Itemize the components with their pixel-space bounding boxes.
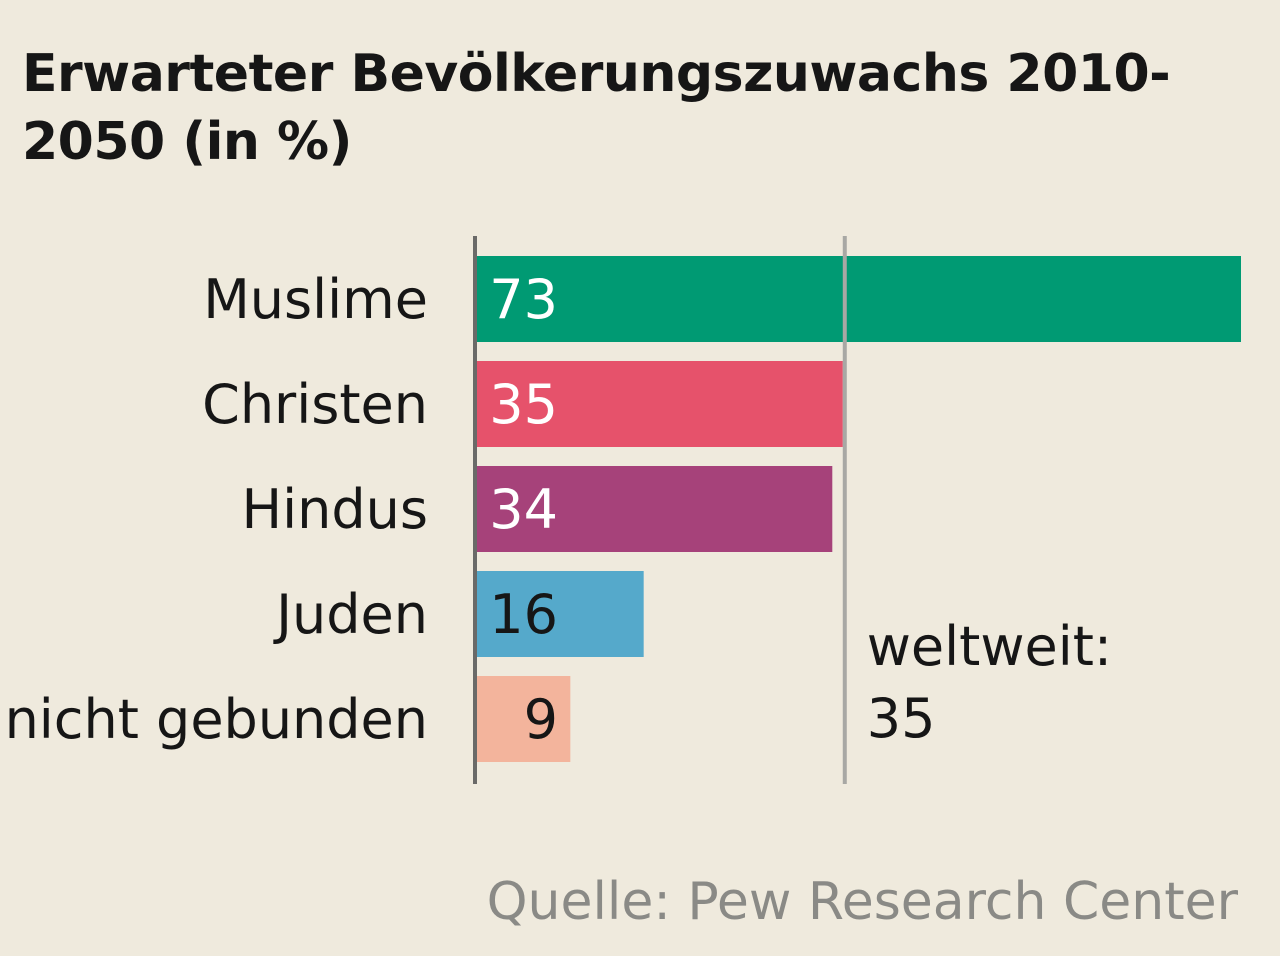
bar-4 [476,571,644,657]
reference-label: weltweit: [867,615,1112,678]
bar-2 [476,361,843,447]
category-label-3: Hindus [242,478,428,541]
category-label-4: Juden [273,583,428,646]
reference-value: 35 [867,687,936,750]
bar-value-label-1: 73 [489,268,558,331]
category-label-1: Muslime [203,268,428,331]
source-note: Quelle: Pew Research Center [486,872,1238,932]
category-label-5: nicht gebunden [5,688,428,751]
bar-value-label-4: 16 [489,583,558,646]
bar-value-label-2: 35 [489,373,558,436]
bar-3 [476,466,833,552]
category-label-2: Christen [202,373,428,436]
bar-value-label-3: 34 [489,478,558,541]
bar-1 [476,256,1241,342]
bar-value-label-5: 9 [524,688,558,751]
bar-5 [476,676,571,762]
chart-title: Erwarteter Bevölkerungszuwachs 2010-2050… [22,44,1171,172]
